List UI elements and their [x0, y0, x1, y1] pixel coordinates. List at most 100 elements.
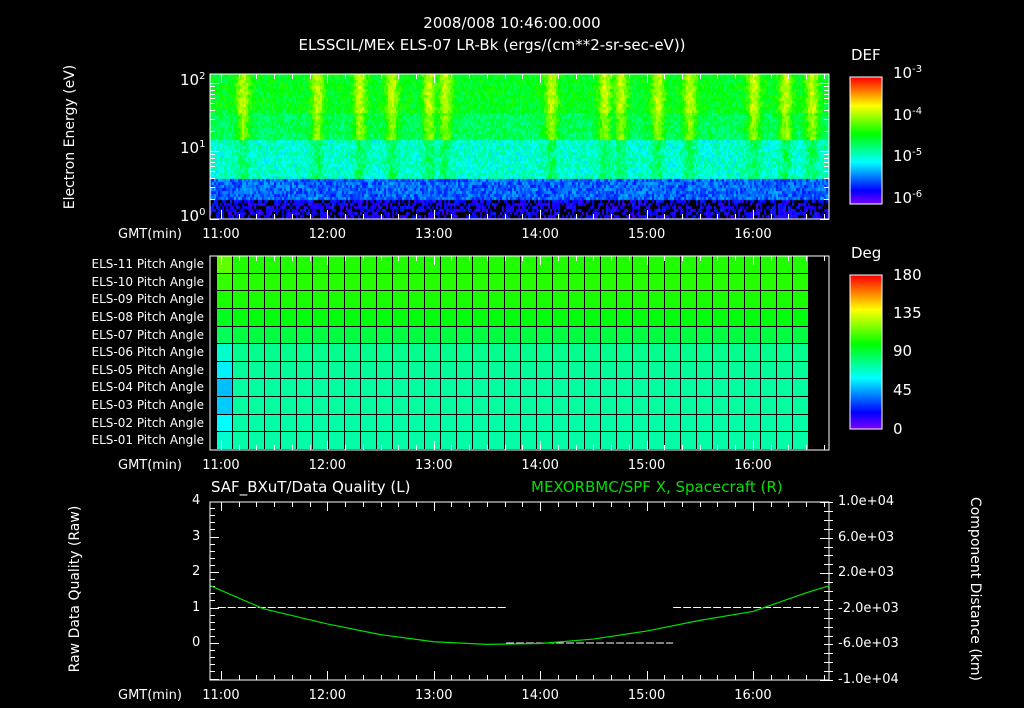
pitch-angle-cell	[505, 397, 520, 414]
pitch-angle-cell	[249, 291, 264, 308]
pitch-angle-cell	[633, 432, 648, 449]
pitch-angle-cell	[713, 308, 728, 326]
x-tick-label: 15:00	[627, 688, 666, 703]
pitch-angle-cell	[457, 397, 472, 414]
pitch-angle-cell	[361, 326, 376, 344]
pitch-angle-cell	[345, 379, 360, 397]
pitch-angle-cell	[217, 291, 232, 308]
distance-axis-label: Component Distance (km)	[967, 496, 983, 682]
def-colorbar	[850, 77, 882, 204]
pitch-angle-cell	[473, 273, 488, 291]
pitch-angle-cell	[313, 291, 328, 308]
pitch-angle-cell	[713, 379, 728, 397]
pitch-angle-cell	[521, 308, 536, 326]
pitch-angle-cell	[617, 291, 632, 308]
pitch-angle-cell	[345, 344, 360, 361]
pitch-angle-cell	[681, 344, 696, 361]
pitch-angle-cell	[521, 361, 536, 379]
pitch-angle-cell	[441, 414, 456, 432]
pitch-angle-cell	[297, 344, 312, 361]
pitch-angle-cell	[761, 273, 776, 291]
pitch-angle-cell	[345, 432, 360, 449]
pitch-angle-cell	[793, 308, 808, 326]
pitch-angle-cell	[521, 432, 536, 449]
pitch-angle-cell	[409, 256, 424, 273]
pitch-angle-cell	[617, 361, 632, 379]
pitch-angle-cell	[649, 273, 664, 291]
pitch-angle-cell	[569, 397, 584, 414]
pitch-angle-cell	[521, 397, 536, 414]
spacecraft-title: MEXORBMC/SPF X, Spacecraft (R)	[531, 478, 783, 496]
energy-tick-label-exp: 2	[199, 71, 206, 82]
pitch-angle-cell	[281, 432, 296, 449]
pitch-angle-cell	[441, 291, 456, 308]
pitch-angle-cell	[265, 432, 280, 449]
pitch-angle-cell	[377, 414, 392, 432]
quality-axis-label: Raw Data Quality (Raw)	[67, 505, 83, 673]
pitch-angle-cell	[505, 361, 520, 379]
pitch-angle-cell	[457, 326, 472, 344]
pitch-angle-cell	[649, 308, 664, 326]
def-colorbar-tick: 10-4	[893, 106, 923, 124]
deg-colorbar-tick: 90	[893, 342, 913, 360]
x-tick-label: 16:00	[734, 227, 772, 242]
pitch-angle-cell	[569, 379, 584, 397]
pitch-angle-cell	[345, 397, 360, 414]
pitch-angle-row-label: ELS-06 Pitch Angle	[91, 345, 204, 360]
pitch-angle-cell	[601, 432, 616, 449]
pitch-angle-cell	[713, 414, 728, 432]
pitch-angle-cell	[505, 414, 520, 432]
pitch-angle-cell	[217, 273, 232, 291]
pitch-angle-cell	[553, 397, 568, 414]
plot-title: ELSSCIL/MEx ELS-07 LR-Bk (ergs/(cm**2-sr…	[298, 36, 686, 54]
pitch-angle-cell	[793, 273, 808, 291]
pitch-angle-cell	[217, 397, 232, 414]
pitch-angle-cell	[393, 397, 408, 414]
pitch-angle-cell	[409, 414, 424, 432]
pitch-angle-cell	[729, 397, 744, 414]
def-colorbar-tick: 10-5	[893, 147, 923, 165]
pitch-angle-cell	[665, 308, 680, 326]
pitch-angle-cell	[633, 379, 648, 397]
def-colorbar-title: DEF	[851, 46, 881, 64]
pitch-angle-cell	[745, 432, 760, 449]
pitch-angle-cell	[313, 379, 328, 397]
pitch-angle-cell	[729, 273, 744, 291]
pitch-angle-cell	[473, 361, 488, 379]
pitch-angle-cell	[713, 432, 728, 449]
pitch-angle-cell	[777, 432, 792, 449]
pitch-angle-row-label: ELS-09 Pitch Angle	[91, 292, 204, 307]
pitch-angle-cell	[377, 344, 392, 361]
pitch-angle-cell	[361, 291, 376, 308]
pitch-angle-cell	[617, 379, 632, 397]
pitch-angle-cell	[633, 256, 648, 273]
pitch-angle-cell	[281, 291, 296, 308]
pitch-angle-cell	[761, 308, 776, 326]
pitch-angle-cell	[473, 291, 488, 308]
pitch-angle-cell	[505, 273, 520, 291]
pitch-angle-cell	[345, 273, 360, 291]
pitch-angle-cell	[265, 326, 280, 344]
pitch-angle-cell	[569, 308, 584, 326]
pitch-angle-cell	[345, 308, 360, 326]
pitch-angle-cell	[377, 256, 392, 273]
pitch-angle-cell	[249, 414, 264, 432]
pitch-angle-cell	[681, 273, 696, 291]
pitch-angle-row-label: ELS-11 Pitch Angle	[91, 257, 204, 271]
pitch-angle-cell	[569, 344, 584, 361]
pitch-angle-cell	[249, 432, 264, 449]
pitch-angle-cell	[505, 308, 520, 326]
pitch-angle-cell	[249, 344, 264, 361]
electron-spectrogram	[210, 74, 829, 219]
pitch-angle-cell	[649, 326, 664, 344]
pitch-angle-cell	[409, 397, 424, 414]
pitch-angle-cell	[617, 308, 632, 326]
x-tick-label: 11:00	[202, 458, 240, 473]
pitch-angle-cell	[761, 379, 776, 397]
pitch-angle-cell	[633, 361, 648, 379]
pitch-angle-cell	[569, 432, 584, 449]
pitch-angle-cell	[537, 361, 552, 379]
pitch-angle-cell	[601, 414, 616, 432]
energy-tick-label: 101	[180, 139, 206, 157]
